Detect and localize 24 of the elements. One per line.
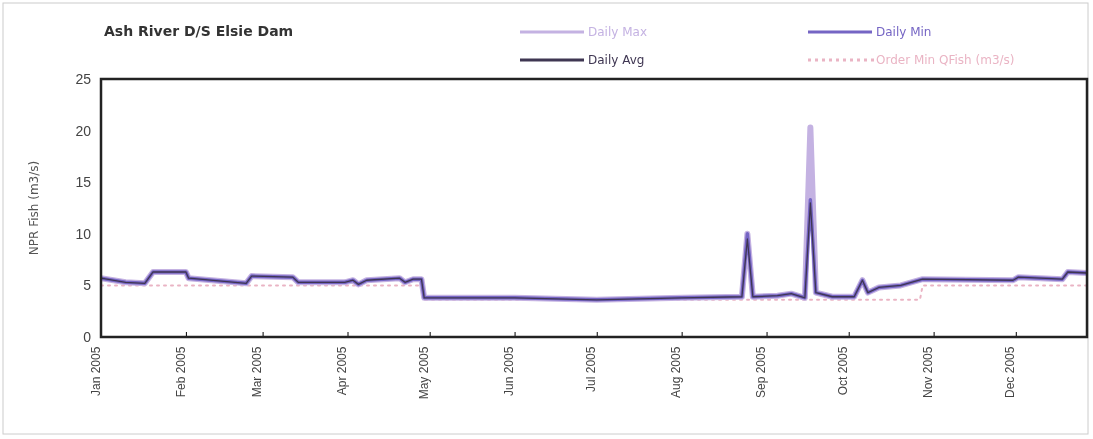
text: Daily Min xyxy=(876,25,932,39)
text: Daily Avg xyxy=(588,53,645,67)
y-tick-label: 10 xyxy=(75,225,92,242)
legend-label: Order Min QFish (m3/s) xyxy=(876,53,1015,67)
x-tick-label: Mar 2005 xyxy=(250,346,265,398)
x-tick-label: Jun 2005 xyxy=(502,346,517,396)
x-tick-label: Nov 2005 xyxy=(921,346,936,398)
x-tick-label: Sep 2005 xyxy=(754,346,769,398)
x-tick-label: May 2005 xyxy=(417,346,432,400)
x-tick-label: Jul 2005 xyxy=(584,346,599,392)
y-tick-label: 0 xyxy=(83,328,92,345)
x-tick-label: Oct 2005 xyxy=(836,346,851,396)
y-tick-label: 5 xyxy=(83,277,92,294)
y-tick-label: 20 xyxy=(75,122,92,139)
x-tick-label: Dec 2005 xyxy=(1003,346,1018,398)
x-tick-label: Jan 2005 xyxy=(88,346,103,396)
y-tick-label: 25 xyxy=(75,70,92,87)
y-axis-title: NPR Fish (m3/s) xyxy=(27,160,41,256)
y-tick-label: 15 xyxy=(75,174,92,191)
text: Daily Max xyxy=(588,25,647,39)
x-tick-label: Feb 2005 xyxy=(173,346,188,398)
chart-title: Ash River D/S Elsie Dam xyxy=(104,23,294,39)
x-tick-label: Aug 2005 xyxy=(669,346,684,398)
x-tick-label: Apr 2005 xyxy=(335,346,350,396)
